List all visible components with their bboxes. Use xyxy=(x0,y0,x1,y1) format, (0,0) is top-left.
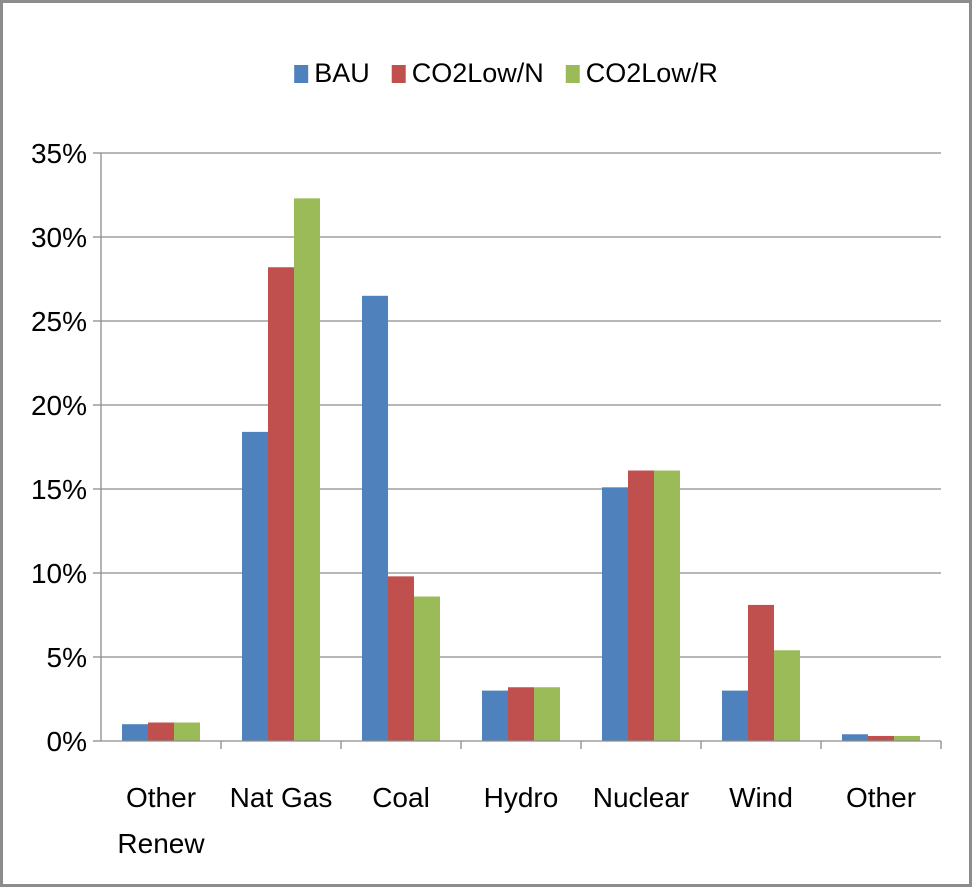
x-category-label: Nat Gas xyxy=(230,782,333,813)
bar-co2low-n xyxy=(508,687,534,741)
bar-bau xyxy=(482,690,508,741)
bar-bau xyxy=(242,431,268,741)
x-category-label: Renew xyxy=(117,828,205,859)
bar-co2low-n xyxy=(148,722,174,741)
legend-swatch xyxy=(565,65,580,83)
bar-co2low-n xyxy=(628,470,654,741)
bars xyxy=(122,198,920,742)
legend: BAU CO2Low/N CO2Low/R xyxy=(294,58,718,88)
bar-co2low-r xyxy=(774,650,800,741)
y-tick-label: 35% xyxy=(31,138,87,169)
x-category-label: Wind xyxy=(729,782,793,813)
y-tick-label: 10% xyxy=(31,558,87,589)
x-category-label: Other xyxy=(846,782,916,813)
bar-bau xyxy=(362,295,388,741)
bar-bau xyxy=(122,724,148,741)
legend-label: CO2Low/N xyxy=(412,58,544,88)
legend-label: BAU xyxy=(314,58,370,88)
x-category-label: Nuclear xyxy=(593,782,689,813)
bar-co2low-n xyxy=(268,267,294,741)
bar-co2low-r xyxy=(414,596,440,741)
bar-co2low-r xyxy=(294,198,320,742)
x-category-label: Other xyxy=(126,782,196,813)
axes xyxy=(93,152,942,749)
legend-swatch xyxy=(294,65,309,83)
y-tick-label: 20% xyxy=(31,390,87,421)
y-tick-label: 30% xyxy=(31,222,87,253)
bar-co2low-r xyxy=(654,470,680,741)
bar-co2low-r xyxy=(174,722,200,741)
legend-swatch xyxy=(391,65,406,83)
bar-bau xyxy=(842,734,868,741)
x-category-labels: Other Renew Nat Gas Coal Hydro Nuclear Wind Oth… xyxy=(117,782,916,859)
y-tick-label: 0% xyxy=(47,726,87,757)
y-tick-labels: 0% 5% 10% 15% 20% 25% 30% 35% xyxy=(31,138,87,757)
bar-co2low-n xyxy=(388,576,414,741)
bar-co2low-r xyxy=(894,735,920,741)
x-category-label: Hydro xyxy=(484,782,559,813)
bar-bau xyxy=(722,690,748,741)
bar-co2low-n xyxy=(868,735,894,741)
bar-chart: 0% 5% 10% 15% 20% 25% 30% 35% Other Renew Nat Gas… xyxy=(31,58,942,859)
y-tick-label: 5% xyxy=(47,642,87,673)
legend-label: CO2Low/R xyxy=(586,58,718,88)
y-tick-label: 25% xyxy=(31,306,87,337)
y-tick-label: 15% xyxy=(31,474,87,505)
bar-co2low-n xyxy=(748,604,774,741)
bar-bau xyxy=(602,487,628,741)
bar-co2low-r xyxy=(534,687,560,741)
gridlines xyxy=(101,152,941,658)
x-category-label: Coal xyxy=(372,782,430,813)
